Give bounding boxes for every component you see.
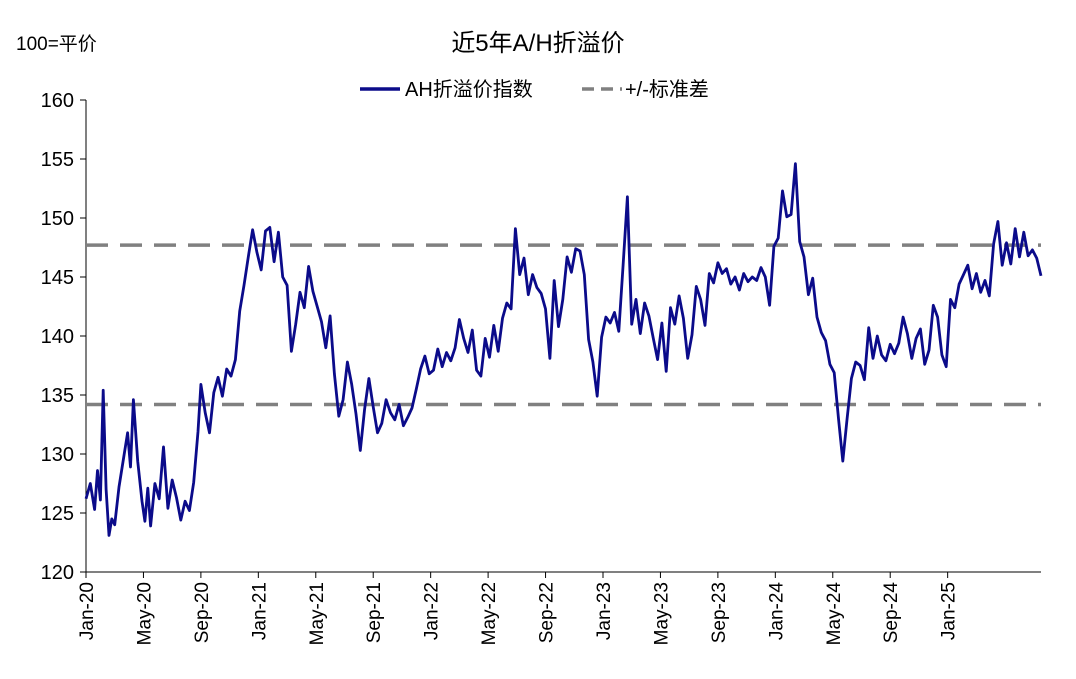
- x-tick-label: Jan-23: [594, 582, 615, 640]
- y-tick-label: 160: [41, 90, 74, 112]
- x-tick-label: May-20: [134, 582, 155, 645]
- y-tick-label: 145: [41, 267, 74, 289]
- y-tick-label: 125: [41, 503, 74, 525]
- y-tick-label: 120: [41, 562, 74, 584]
- x-tick-label: Sep-20: [192, 582, 213, 643]
- series-group: [84, 162, 1043, 537]
- x-tick-label: May-21: [307, 582, 328, 645]
- x-tick-label: Sep-22: [537, 582, 558, 643]
- x-tick-label: Sep-21: [364, 582, 385, 643]
- y-axis: 120 125 130 135 140 145 150 155 160: [41, 90, 87, 584]
- legend-label-std: +/-标准差: [625, 78, 709, 101]
- x-tick-label: Jan-20: [77, 582, 98, 640]
- x-tick-label: May-24: [824, 582, 845, 646]
- x-tick-label: May-23: [651, 582, 672, 645]
- x-tick-label: Jan-22: [422, 582, 443, 640]
- y-tick-label: 130: [41, 444, 74, 466]
- x-axis: Jan-20 May-20 Sep-20 Jan-21 May-21 Sep-21 Jan-…: [77, 571, 1041, 646]
- y-tick-label: 135: [41, 385, 74, 407]
- legend: AH折溢价指数 +/-标准差: [360, 78, 709, 101]
- legend-label-index: AH折溢价指数: [405, 78, 533, 101]
- x-tick-label: Sep-23: [709, 582, 730, 643]
- y-tick-label: 150: [41, 208, 74, 230]
- chart-title: 近5年A/H折溢价: [451, 30, 624, 57]
- x-tick-label: Sep-24: [881, 582, 902, 644]
- x-tick-label: Jan-21: [249, 582, 270, 640]
- y-tick-label: 140: [41, 326, 74, 348]
- y-tick-label: 155: [41, 149, 74, 171]
- series-line-ah-index: [84, 162, 1043, 537]
- std-bands: [86, 243, 1041, 407]
- x-tick-label: Jan-25: [939, 582, 960, 640]
- x-tick-label: May-22: [479, 582, 500, 645]
- x-tick-label: Jan-24: [766, 582, 787, 641]
- unit-label: 100=平价: [16, 34, 97, 55]
